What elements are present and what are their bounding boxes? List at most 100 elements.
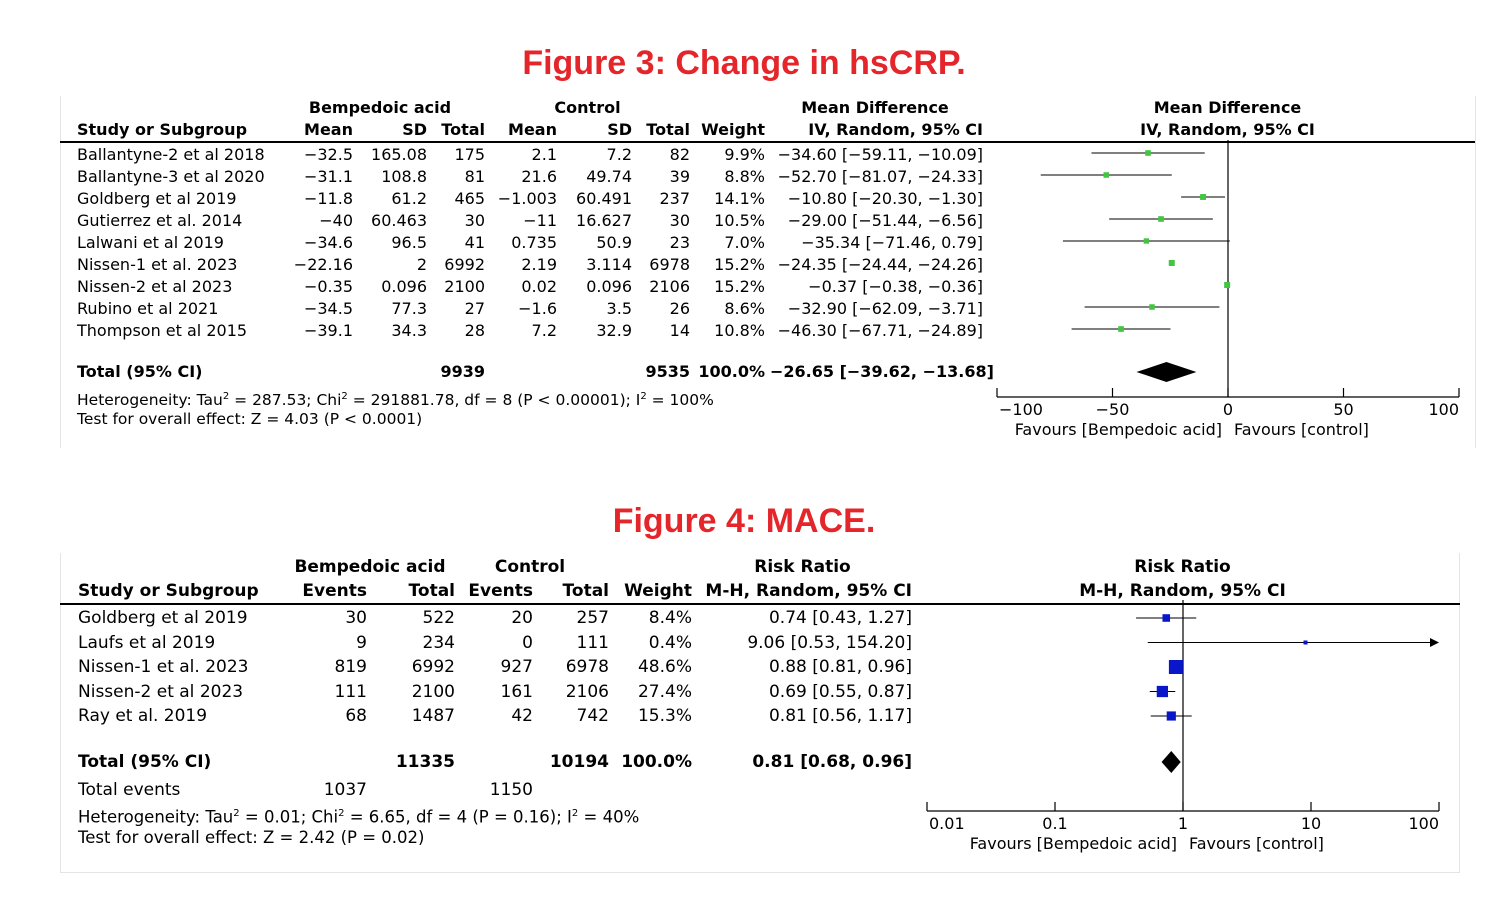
cell-ci: −24.35 [−24.44, −24.26]: [777, 255, 983, 274]
cell-total2: 26: [669, 299, 690, 318]
cell-study: Gutierrez et al. 2014: [77, 211, 243, 230]
point-estimate-marker: [1168, 660, 1183, 674]
pooled-diamond: [1161, 751, 1181, 773]
header-divider: [60, 141, 1475, 143]
cell-total2: 742: [576, 706, 609, 726]
cell-study: Rubino et al 2021: [77, 299, 219, 318]
header-divider: [60, 603, 1460, 605]
cell-weight: 10.5%: [714, 211, 765, 230]
figure3-forest-plot: −100 −50 0 50 100 Favours [Bempedoic acid] Fav…: [996, 140, 1460, 439]
cell-total1: 522: [422, 608, 455, 628]
effect-header: Mean Difference: [801, 98, 949, 117]
figure4-forest-plot: 0.01 0.1 1 10 100 Favours [Bempedoic acid] Fav…: [926, 600, 1440, 853]
cell-total2: 6978: [565, 657, 609, 677]
total-label: Total (95% CI): [77, 362, 203, 381]
heterogeneity-text: Heterogeneity: Tau2 = 0.01; Chi2 = 6.65,…: [78, 807, 640, 827]
cell-study: Thompson et al 2015: [77, 321, 248, 340]
total-weight: 100.0%: [621, 752, 692, 772]
pooled-diamond: [1136, 362, 1197, 382]
total-ci: −26.65 [−39.62, −13.68]: [770, 362, 994, 381]
cell-mean1: −22.16: [293, 255, 353, 274]
cell-mean2: 0.735: [511, 233, 557, 252]
cell-total1: 27: [464, 299, 485, 318]
cell-mean1: −40: [319, 211, 353, 230]
cell-total2: 2106: [565, 681, 609, 702]
cell-total1: 175: [454, 145, 485, 164]
cell-ci: −10.80 [−20.30, −1.30]: [787, 189, 983, 208]
point-estimate-marker: [1156, 685, 1169, 698]
cell-events1: 9: [356, 632, 367, 653]
events1-header: Events: [302, 581, 367, 601]
cell-study: Lalwani et al 2019: [77, 233, 224, 252]
cell-total2: 39: [669, 167, 690, 186]
cell-sd1: 0.096: [381, 277, 427, 296]
cell-sd2: 3.5: [606, 299, 632, 318]
cell-ci: −46.30 [−67.71, −24.89]: [777, 321, 983, 340]
cell-mean1: −0.35: [303, 277, 353, 296]
cell-weight: 15.2%: [714, 277, 765, 296]
plot-method-header: IV, Random, 95% CI: [1140, 120, 1315, 139]
cell-sd1: 2: [416, 255, 427, 274]
cell-study: Nissen-1 et al. 2023: [78, 657, 249, 677]
cell-mean2: −1.003: [497, 189, 557, 208]
x-tick-label: 0: [1223, 400, 1233, 419]
cell-weight: 8.8%: [724, 167, 765, 186]
x-tick-label: 10: [1301, 814, 1321, 833]
cell-study: Ballantyne-2 et al 2018: [77, 145, 265, 164]
cell-weight: 8.4%: [648, 608, 692, 628]
cell-weight: 7.0%: [724, 233, 765, 252]
cell-mean2: 0.02: [521, 277, 557, 296]
cell-events2: 0: [522, 632, 533, 653]
cell-total2: 23: [669, 233, 690, 252]
cell-total1: 6992: [444, 255, 485, 274]
cell-sd1: 108.8: [381, 167, 427, 186]
x-tick-label: 0.1: [1042, 814, 1067, 833]
cell-total2: 6978: [649, 255, 690, 274]
cell-study: Nissen-1 et al. 2023: [77, 255, 238, 274]
cell-events2: 161: [500, 681, 533, 702]
cell-sd1: 60.463: [371, 211, 427, 230]
figure3-panel: Bempedoic acid Control Mean Difference M…: [60, 96, 1476, 448]
cell-mean1: −34.6: [303, 233, 353, 252]
cell-mean1: −34.5: [303, 299, 353, 318]
cell-sd2: 16.627: [576, 211, 632, 230]
panel-left-border: [60, 553, 61, 873]
cell-events1: 30: [345, 608, 367, 628]
total-weight: 100.0%: [698, 362, 765, 381]
cell-events2: 927: [500, 657, 533, 677]
point-estimate-marker: [1103, 172, 1110, 178]
cell-sd2: 49.74: [586, 167, 632, 186]
cell-total2: 82: [669, 145, 690, 164]
point-estimate-marker: [1143, 238, 1150, 244]
cell-total2: 257: [576, 608, 609, 628]
panel-left-border: [60, 96, 61, 448]
favours-left-label: Favours [Bempedoic acid]: [970, 834, 1177, 853]
mean2-header: Mean: [508, 120, 557, 139]
cell-mean2: −11: [523, 211, 557, 230]
cell-total1: 81: [464, 167, 485, 186]
favours-left-label: Favours [Bempedoic acid]: [1015, 420, 1222, 439]
cell-sd1: 61.2: [391, 189, 427, 208]
point-estimate-marker: [1166, 711, 1176, 721]
point-estimate-marker: [1158, 216, 1164, 222]
x-tick-label: −100: [999, 400, 1043, 419]
x-tick-label: 50: [1333, 400, 1353, 419]
events2-header: Events: [468, 581, 533, 601]
cell-study: Laufs et al 2019: [78, 632, 216, 653]
effect-header: Risk Ratio: [754, 557, 851, 577]
total1-value: 9939: [440, 362, 485, 381]
cell-study: Ballantyne-3 et al 2020: [77, 167, 265, 186]
cell-study: Nissen-2 et al 2023: [77, 277, 233, 296]
cell-mean2: 2.19: [521, 255, 557, 274]
cell-weight: 8.6%: [724, 299, 765, 318]
cell-weight: 14.1%: [714, 189, 765, 208]
point-estimate-marker: [1149, 304, 1155, 310]
x-tick-label: 1: [1178, 814, 1188, 833]
cell-total1: 30: [464, 211, 485, 230]
cell-mean2: 21.6: [521, 167, 557, 186]
sd2-header: SD: [607, 120, 632, 139]
cell-weight: 9.9%: [724, 145, 765, 164]
total-events-label: Total events: [78, 780, 181, 800]
group2-header: Control: [554, 98, 621, 117]
cell-ci: 9.06 [0.53, 154.20]: [747, 632, 912, 653]
